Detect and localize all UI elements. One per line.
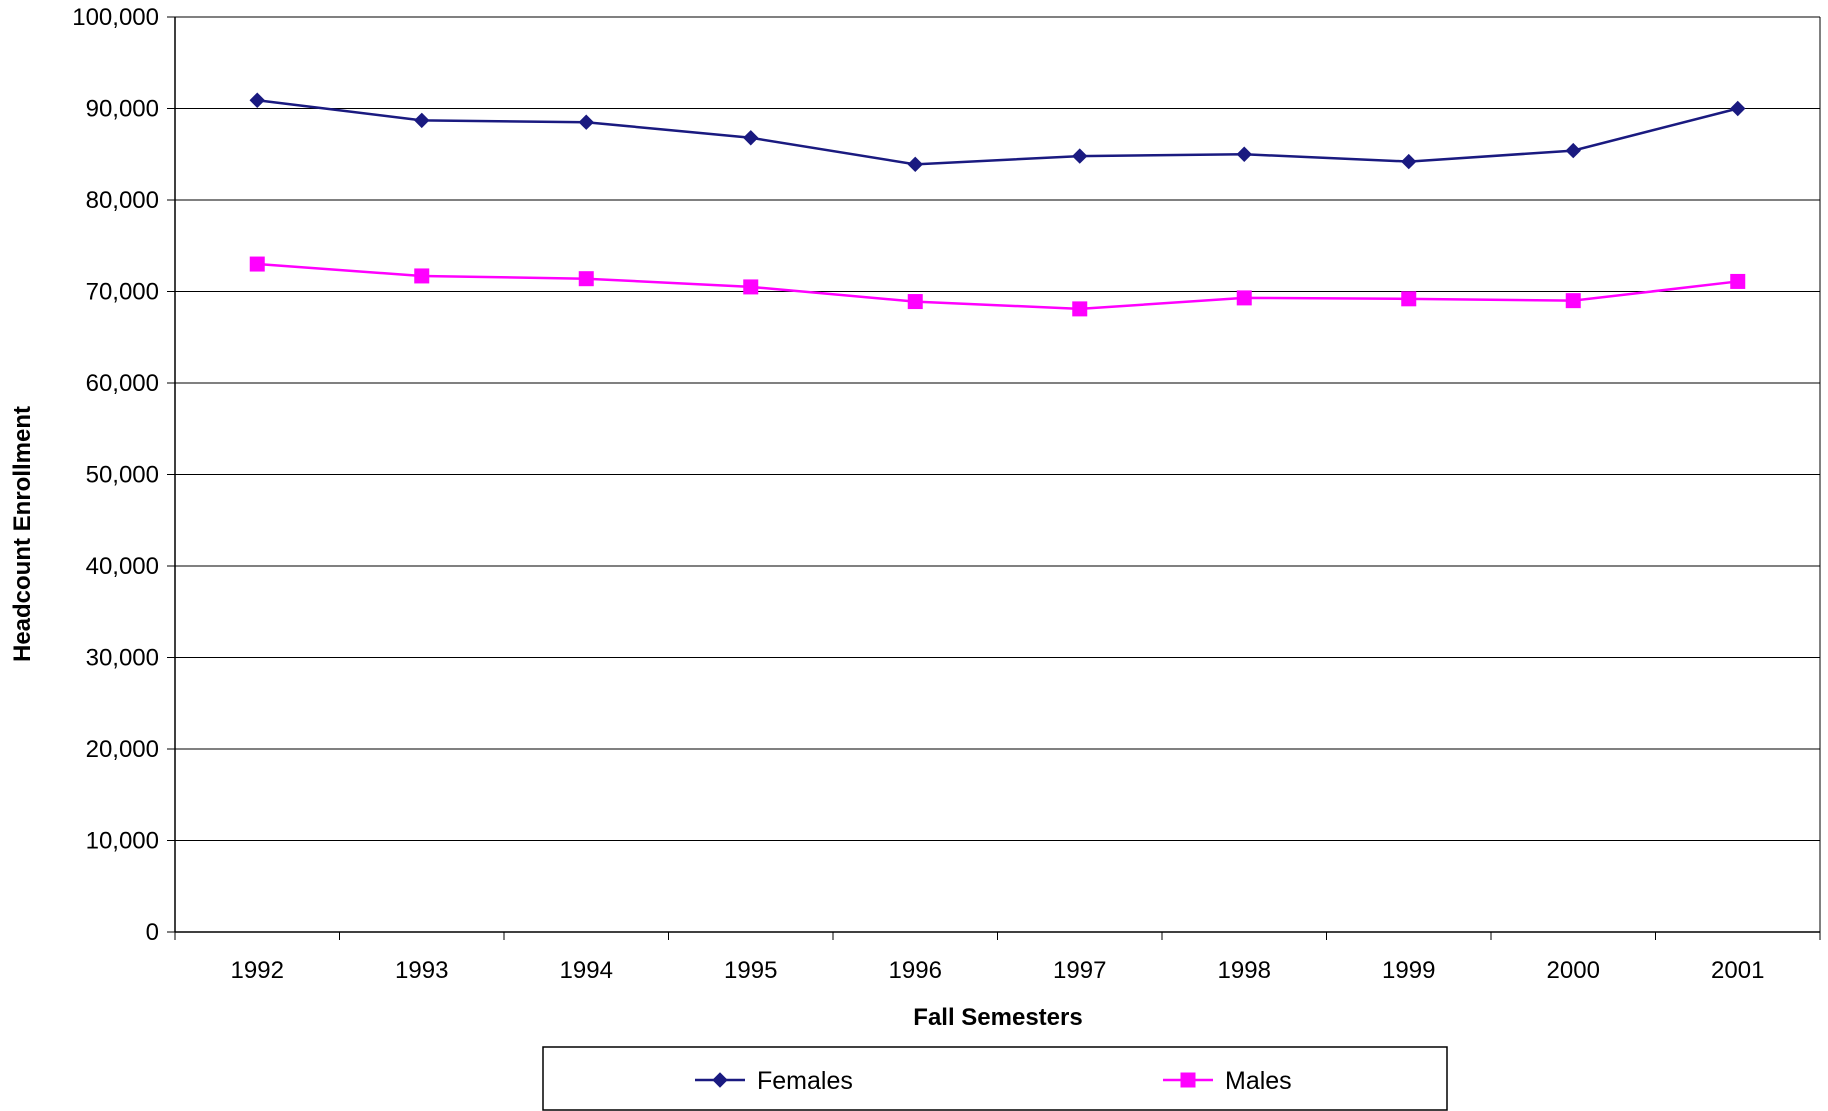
data-point-males xyxy=(1072,301,1088,317)
y-tick-label: 80,000 xyxy=(86,187,159,214)
legend-marker xyxy=(1180,1072,1196,1088)
data-point-females xyxy=(1401,153,1417,170)
y-tick-label: 20,000 xyxy=(86,736,159,763)
x-tick-label: 1995 xyxy=(724,957,777,984)
data-point-females xyxy=(414,112,430,129)
legend-item-males: Males xyxy=(1163,1067,1292,1095)
data-point-males xyxy=(578,271,594,287)
x-tick-label: 1992 xyxy=(231,957,284,984)
x-tick-labels: 1992 1993 1994 1995 1996 1997 1998 1999 2000 2001 xyxy=(231,957,1765,984)
gridlines xyxy=(167,16,1820,933)
series-line-females xyxy=(257,99,1739,166)
x-axis-title: Fall Semesters xyxy=(913,1004,1082,1031)
series xyxy=(249,92,1746,317)
legend: Females Males xyxy=(542,1046,1448,1111)
y-tick-label: 70,000 xyxy=(86,279,159,306)
x-tick-label: 1993 xyxy=(395,957,448,984)
x-tick-label: 1998 xyxy=(1218,957,1271,984)
data-point-females xyxy=(578,114,594,130)
data-point-females xyxy=(907,156,923,173)
legend-label: Males xyxy=(1225,1067,1292,1095)
y-tick-label: 90,000 xyxy=(86,96,159,123)
y-tick-label: 40,000 xyxy=(86,553,159,580)
data-point-males xyxy=(249,256,265,272)
data-point-males xyxy=(1730,273,1746,289)
y-tick-label: 10,000 xyxy=(86,828,159,855)
series-males xyxy=(249,256,1746,317)
y-tick-label: 50,000 xyxy=(86,462,159,489)
data-point-males xyxy=(743,279,759,295)
data-point-males xyxy=(414,268,430,284)
legend-item-females: Females xyxy=(695,1067,853,1095)
y-axis-title: Headcount Enrollment xyxy=(9,406,36,662)
x-tick-label: 1999 xyxy=(1382,957,1435,984)
x-tick-label: 1994 xyxy=(560,957,613,984)
data-point-males xyxy=(1401,291,1417,307)
data-point-females xyxy=(1236,146,1252,162)
series-line-males xyxy=(257,262,1738,311)
series-females xyxy=(249,92,1746,173)
data-point-males xyxy=(907,294,923,310)
x-tick-label: 2000 xyxy=(1547,957,1600,984)
x-tick-label: 2001 xyxy=(1711,957,1764,984)
y-tick-label: 100,000 xyxy=(72,4,159,31)
legend-marker xyxy=(712,1072,728,1088)
data-point-males xyxy=(1565,293,1581,309)
data-point-females xyxy=(743,130,759,146)
y-tick-label: 30,000 xyxy=(86,645,159,672)
data-point-females xyxy=(249,92,265,108)
legend-label: Females xyxy=(757,1067,853,1095)
x-tick-label: 1996 xyxy=(889,957,942,984)
data-point-females xyxy=(1565,142,1581,159)
data-point-females xyxy=(1072,148,1088,164)
data-point-males xyxy=(1236,290,1252,306)
y-tick-label: 60,000 xyxy=(86,370,159,397)
y-tick-labels: 0 10,000 20,000 30,000 40,000 50,000 60,000 70,… xyxy=(72,4,159,946)
x-tick-label: 1997 xyxy=(1053,957,1106,984)
legend-box xyxy=(542,1046,1448,1111)
axes xyxy=(174,16,1821,940)
y-tick-label: 0 xyxy=(146,919,159,946)
data-point-females xyxy=(1730,100,1746,117)
